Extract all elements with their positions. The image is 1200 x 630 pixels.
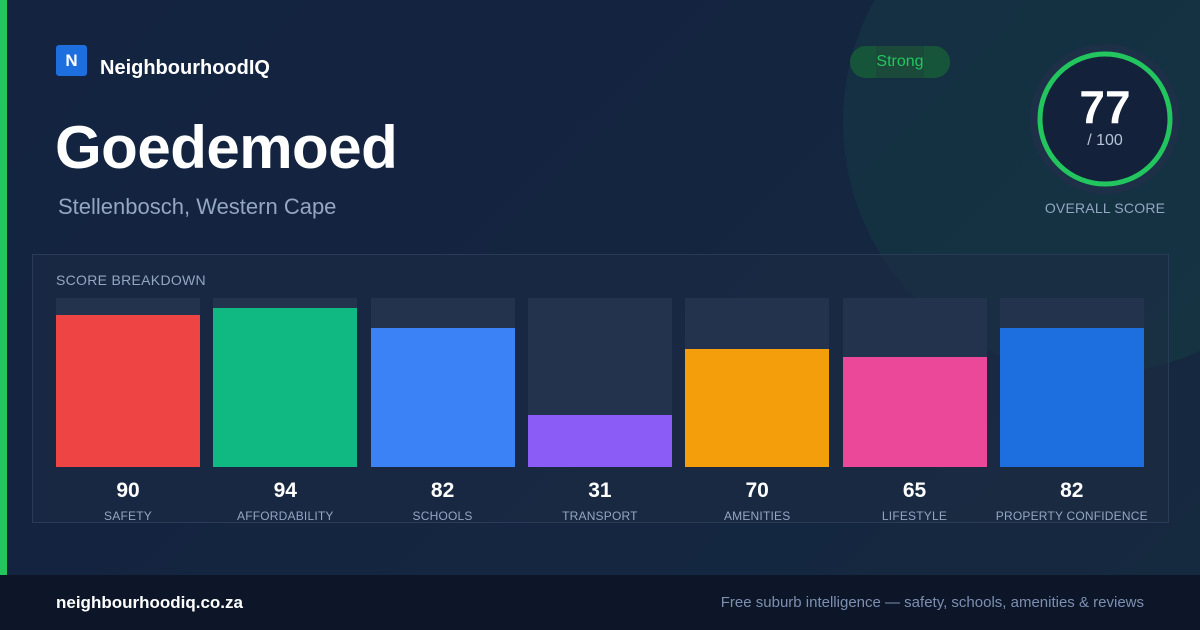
status-badge-label: Strong [876, 53, 924, 70]
bar-label: AFFORDABILITY [236, 509, 334, 523]
brand-logo-icon: N [56, 45, 87, 76]
bar-label: TRANSPORT [562, 509, 638, 523]
bar-fill [685, 349, 830, 467]
status-badge: Strong [850, 46, 950, 78]
footer: neighbourhoodiq.co.za Free suburb intell… [0, 575, 1200, 630]
bar-track [370, 298, 515, 467]
bar-track [842, 298, 987, 467]
bar-track [56, 298, 200, 467]
brand-name: NeighbourhoodIQ [100, 57, 270, 79]
bar-value: 31 [588, 479, 612, 502]
bar-fill [56, 315, 200, 467]
bar-track [999, 298, 1144, 467]
score-breakdown-panel: SCORE BREAKDOWN 90 SAFETY 94 AFFORDABILITY 8… [32, 254, 1169, 523]
overall-score-value: 77 [1079, 81, 1131, 133]
bar-label: PROPERTY CONFIDENCE [995, 509, 1148, 523]
bar-label: SAFETY [104, 509, 152, 523]
footer-tagline: Free suburb intelligence — safety, schoo… [720, 594, 1144, 611]
overall-score-label: OVERALL SCORE [1044, 200, 1166, 216]
suburb-location: Stellenbosch, Western Cape [58, 194, 337, 219]
bar-track [213, 298, 358, 467]
overall-score-ring: 77 / 100 [1029, 43, 1181, 195]
bar-value: 94 [273, 479, 297, 502]
bar-label: AMENITIES [723, 509, 791, 523]
bar-label: SCHOOLS [412, 509, 473, 523]
bar-value: 65 [902, 479, 927, 502]
footer-url[interactable]: neighbourhoodiq.co.za [56, 593, 243, 612]
bar-value: 70 [745, 479, 769, 502]
accent-bar [0, 0, 7, 575]
score-ring-graphic [1030, 44, 1180, 194]
bar-track [685, 298, 830, 467]
bar-fill [999, 328, 1144, 467]
bar-fill [370, 328, 515, 467]
bar-label: LIFESTYLE [881, 509, 948, 523]
bar-value: 82 [1060, 479, 1084, 502]
bar-fill [527, 415, 672, 467]
bar-fill [842, 357, 987, 467]
bar-value: 90 [116, 479, 140, 502]
bar-value: 82 [430, 479, 455, 502]
overall-score-max: / 100 [1087, 132, 1123, 149]
share-card: N NeighbourhoodIQ Goedemoed Stellenbosch… [0, 0, 1200, 575]
breakdown-title: SCORE BREAKDOWN [56, 272, 206, 288]
bar-track [527, 298, 672, 467]
page-title: Goedemoed [55, 114, 398, 181]
bar-fill [213, 308, 358, 467]
